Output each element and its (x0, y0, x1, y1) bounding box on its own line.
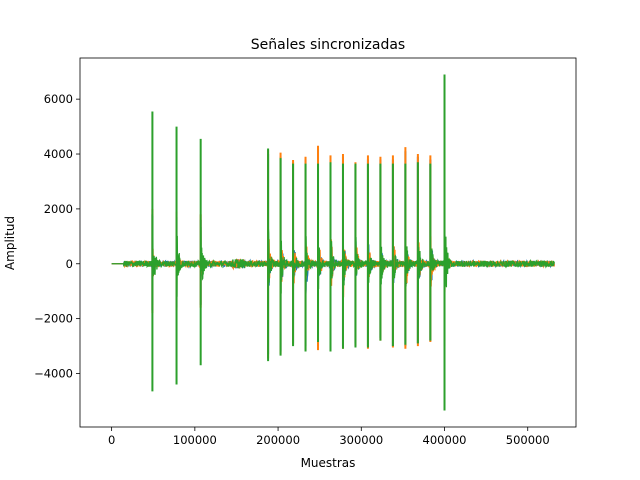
x-tick-label: 100000 (173, 433, 217, 447)
y-tick-label: 2000 (44, 202, 73, 216)
chart-title: Señales sincronizadas (251, 37, 405, 53)
y-tick-label: 0 (66, 257, 73, 271)
x-tick-label: 0 (108, 433, 115, 447)
axes-frame (79, 57, 577, 428)
y-tick-label: 4000 (44, 147, 73, 161)
x-axis-label: Muestras (301, 456, 356, 470)
y-tick-label: −4000 (34, 367, 73, 381)
x-tick-label: 400000 (423, 433, 467, 447)
x-tick-label: 500000 (506, 433, 550, 447)
x-axis: 0 100000 200000 300000 400000 500000 (108, 427, 550, 447)
plot-area (111, 74, 555, 411)
y-axis: −4000 −2000 0 2000 4000 6000 (34, 92, 80, 381)
x-tick-label: 200000 (256, 433, 300, 447)
y-tick-label: −2000 (34, 312, 73, 326)
y-tick-label: 6000 (44, 92, 73, 106)
x-tick-label: 300000 (339, 433, 383, 447)
series-3 (111, 74, 555, 411)
y-axis-label: Amplitud (3, 216, 17, 270)
series-3-line (111, 215, 555, 325)
